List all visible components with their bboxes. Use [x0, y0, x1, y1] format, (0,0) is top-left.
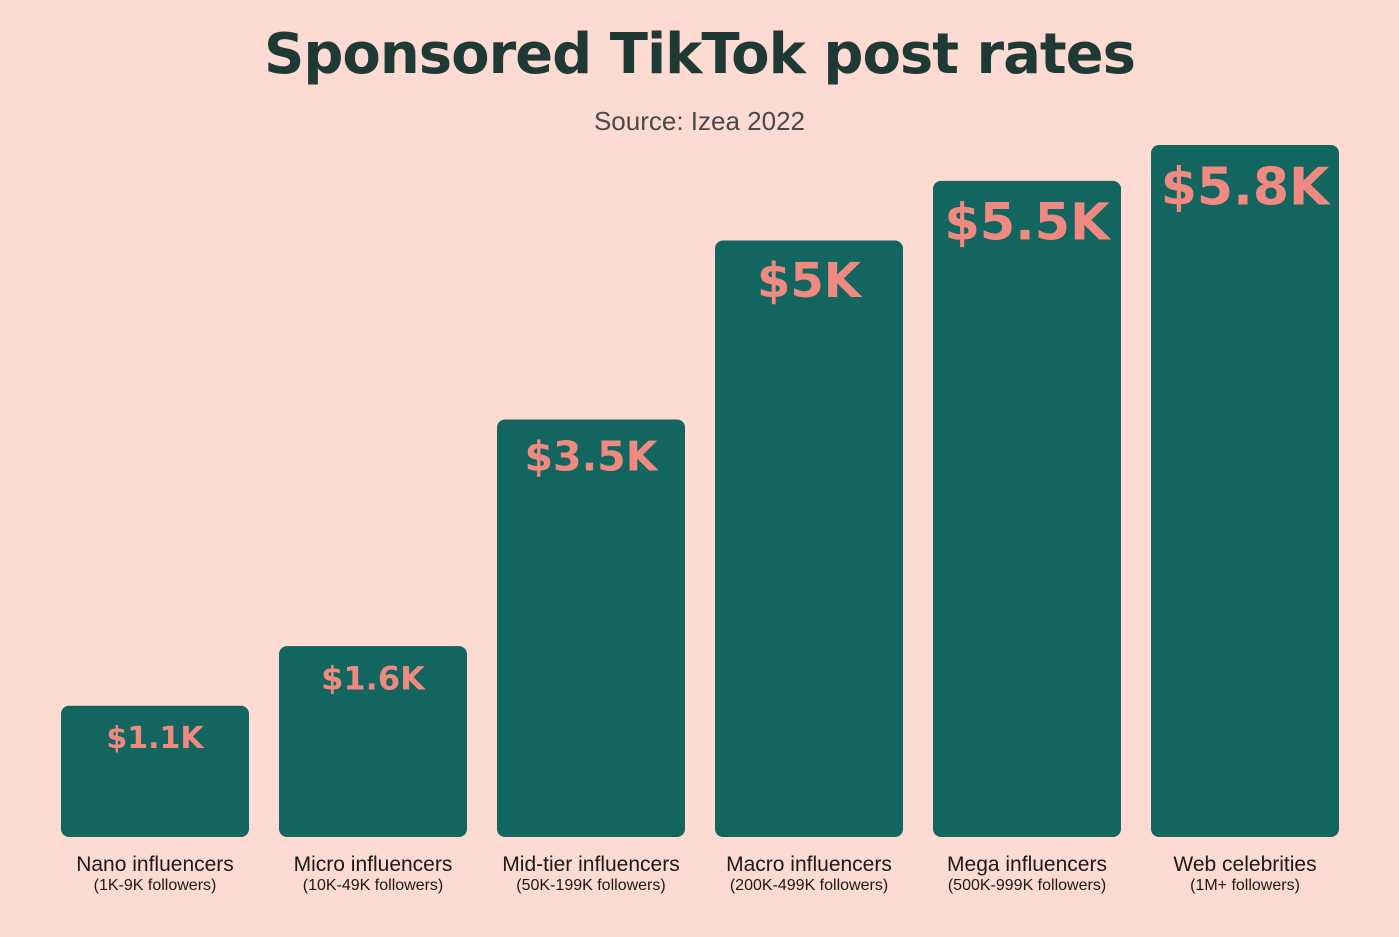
bar-value-label-4: $5.5K — [944, 194, 1112, 253]
bar-value-label-3: $5K — [757, 253, 863, 309]
chart-subtitle: Source: Izea 2022 — [593, 106, 806, 136]
bar-3 — [715, 240, 903, 837]
category-sublabel-4: (500K-999K followers) — [948, 877, 1106, 894]
category-sublabel-0: (1K-9K followers) — [94, 877, 217, 894]
bar-5 — [1151, 145, 1339, 837]
bar-value-label-0: $1.1K — [106, 721, 205, 756]
category-sublabel-3: (200K-499K followers) — [730, 877, 888, 894]
chart-title: Sponsored TikTok post rates — [264, 22, 1136, 87]
category-sublabel-1: (10K-49K followers) — [303, 877, 444, 894]
bar-0 — [61, 705, 249, 837]
category-label-3: Macro influencers — [726, 853, 892, 876]
bar-value-label-1: $1.6K — [321, 660, 426, 698]
category-label-0: Nano influencers — [76, 853, 234, 876]
category-label-5: Web celebrities — [1173, 853, 1316, 876]
category-label-4: Mega influencers — [947, 853, 1107, 876]
category-label-1: Micro influencers — [294, 853, 453, 876]
category-sublabel-2: (50K-199K followers) — [516, 877, 665, 894]
category-sublabel-5: (1M+ followers) — [1190, 877, 1300, 894]
bar-value-label-5: $5.8K — [1161, 158, 1331, 218]
category-label-2: Mid-tier influencers — [502, 853, 679, 876]
bar-4 — [933, 180, 1121, 838]
bar-1 — [279, 646, 467, 837]
bar-value-label-2: $3.5K — [525, 432, 660, 480]
bar-2 — [497, 419, 685, 837]
